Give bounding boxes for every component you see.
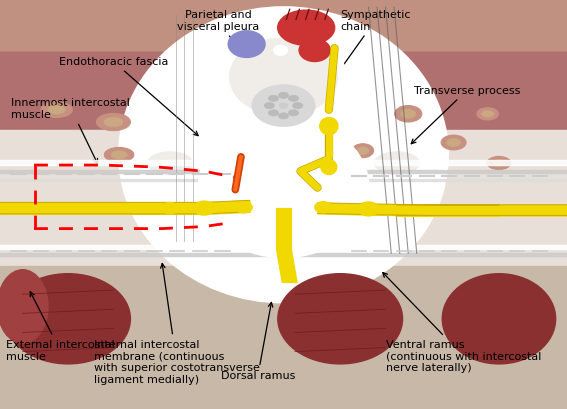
Bar	[0, 131, 567, 278]
Text: Dorsal ramus: Dorsal ramus	[221, 303, 295, 380]
Text: Parietal and
visceral pleura: Parietal and visceral pleura	[177, 10, 260, 66]
Ellipse shape	[279, 103, 288, 109]
Bar	[0, 0, 567, 155]
FancyBboxPatch shape	[0, 53, 193, 172]
Ellipse shape	[48, 106, 65, 115]
Text: Ventral ramus
(continuous with intercostal
nerve laterally): Ventral ramus (continuous with intercost…	[383, 273, 541, 373]
Ellipse shape	[447, 139, 460, 147]
Ellipse shape	[369, 149, 425, 178]
Text: Internal intercostal
membrane (continuous
with superior costotransverse
ligament: Internal intercostal membrane (continuou…	[94, 264, 260, 384]
Bar	[0, 171, 567, 174]
Ellipse shape	[320, 118, 338, 135]
Ellipse shape	[315, 202, 332, 213]
Ellipse shape	[352, 144, 374, 158]
Ellipse shape	[230, 39, 337, 117]
Ellipse shape	[198, 119, 369, 258]
Ellipse shape	[268, 110, 278, 117]
Bar	[0, 180, 567, 182]
Ellipse shape	[119, 8, 448, 303]
Ellipse shape	[278, 274, 403, 364]
Ellipse shape	[374, 152, 420, 175]
Bar	[0, 266, 567, 409]
Ellipse shape	[96, 114, 130, 131]
Ellipse shape	[357, 148, 369, 155]
Ellipse shape	[311, 123, 324, 131]
Text: Sympathetic
chain: Sympathetic chain	[323, 10, 411, 95]
Text: Endothoracic fascia: Endothoracic fascia	[59, 57, 198, 136]
Ellipse shape	[252, 86, 315, 127]
Ellipse shape	[228, 31, 265, 58]
Ellipse shape	[289, 96, 299, 102]
Ellipse shape	[142, 149, 198, 178]
Ellipse shape	[289, 110, 299, 117]
Ellipse shape	[235, 202, 252, 213]
Text: External intercostal
muscle: External intercostal muscle	[6, 292, 115, 361]
Ellipse shape	[147, 152, 193, 175]
Text: Transverse process: Transverse process	[411, 86, 521, 144]
Ellipse shape	[442, 274, 556, 364]
Ellipse shape	[104, 118, 122, 128]
Bar	[0, 161, 567, 166]
Ellipse shape	[306, 119, 329, 135]
Ellipse shape	[293, 103, 303, 109]
Ellipse shape	[221, 33, 346, 123]
Ellipse shape	[487, 157, 511, 170]
Ellipse shape	[111, 151, 127, 160]
Ellipse shape	[299, 40, 330, 63]
Text: Innermost intercostal
muscle: Innermost intercostal muscle	[11, 98, 130, 164]
Ellipse shape	[0, 270, 48, 344]
Ellipse shape	[6, 274, 130, 364]
Ellipse shape	[321, 160, 337, 175]
Bar	[0, 245, 567, 249]
Ellipse shape	[309, 102, 349, 151]
Ellipse shape	[104, 148, 134, 163]
Ellipse shape	[274, 46, 288, 56]
Ellipse shape	[264, 103, 274, 109]
Ellipse shape	[162, 203, 179, 214]
Ellipse shape	[492, 160, 506, 167]
Ellipse shape	[278, 93, 289, 99]
Ellipse shape	[395, 106, 422, 123]
Ellipse shape	[278, 11, 335, 46]
Bar	[0, 254, 567, 256]
Ellipse shape	[482, 111, 493, 118]
Ellipse shape	[41, 103, 73, 118]
Ellipse shape	[401, 110, 416, 119]
Ellipse shape	[441, 136, 466, 151]
Ellipse shape	[193, 202, 215, 216]
Ellipse shape	[278, 114, 289, 120]
FancyBboxPatch shape	[374, 53, 567, 172]
Ellipse shape	[268, 96, 278, 102]
Ellipse shape	[477, 108, 498, 121]
Ellipse shape	[358, 202, 379, 216]
Ellipse shape	[218, 102, 258, 151]
